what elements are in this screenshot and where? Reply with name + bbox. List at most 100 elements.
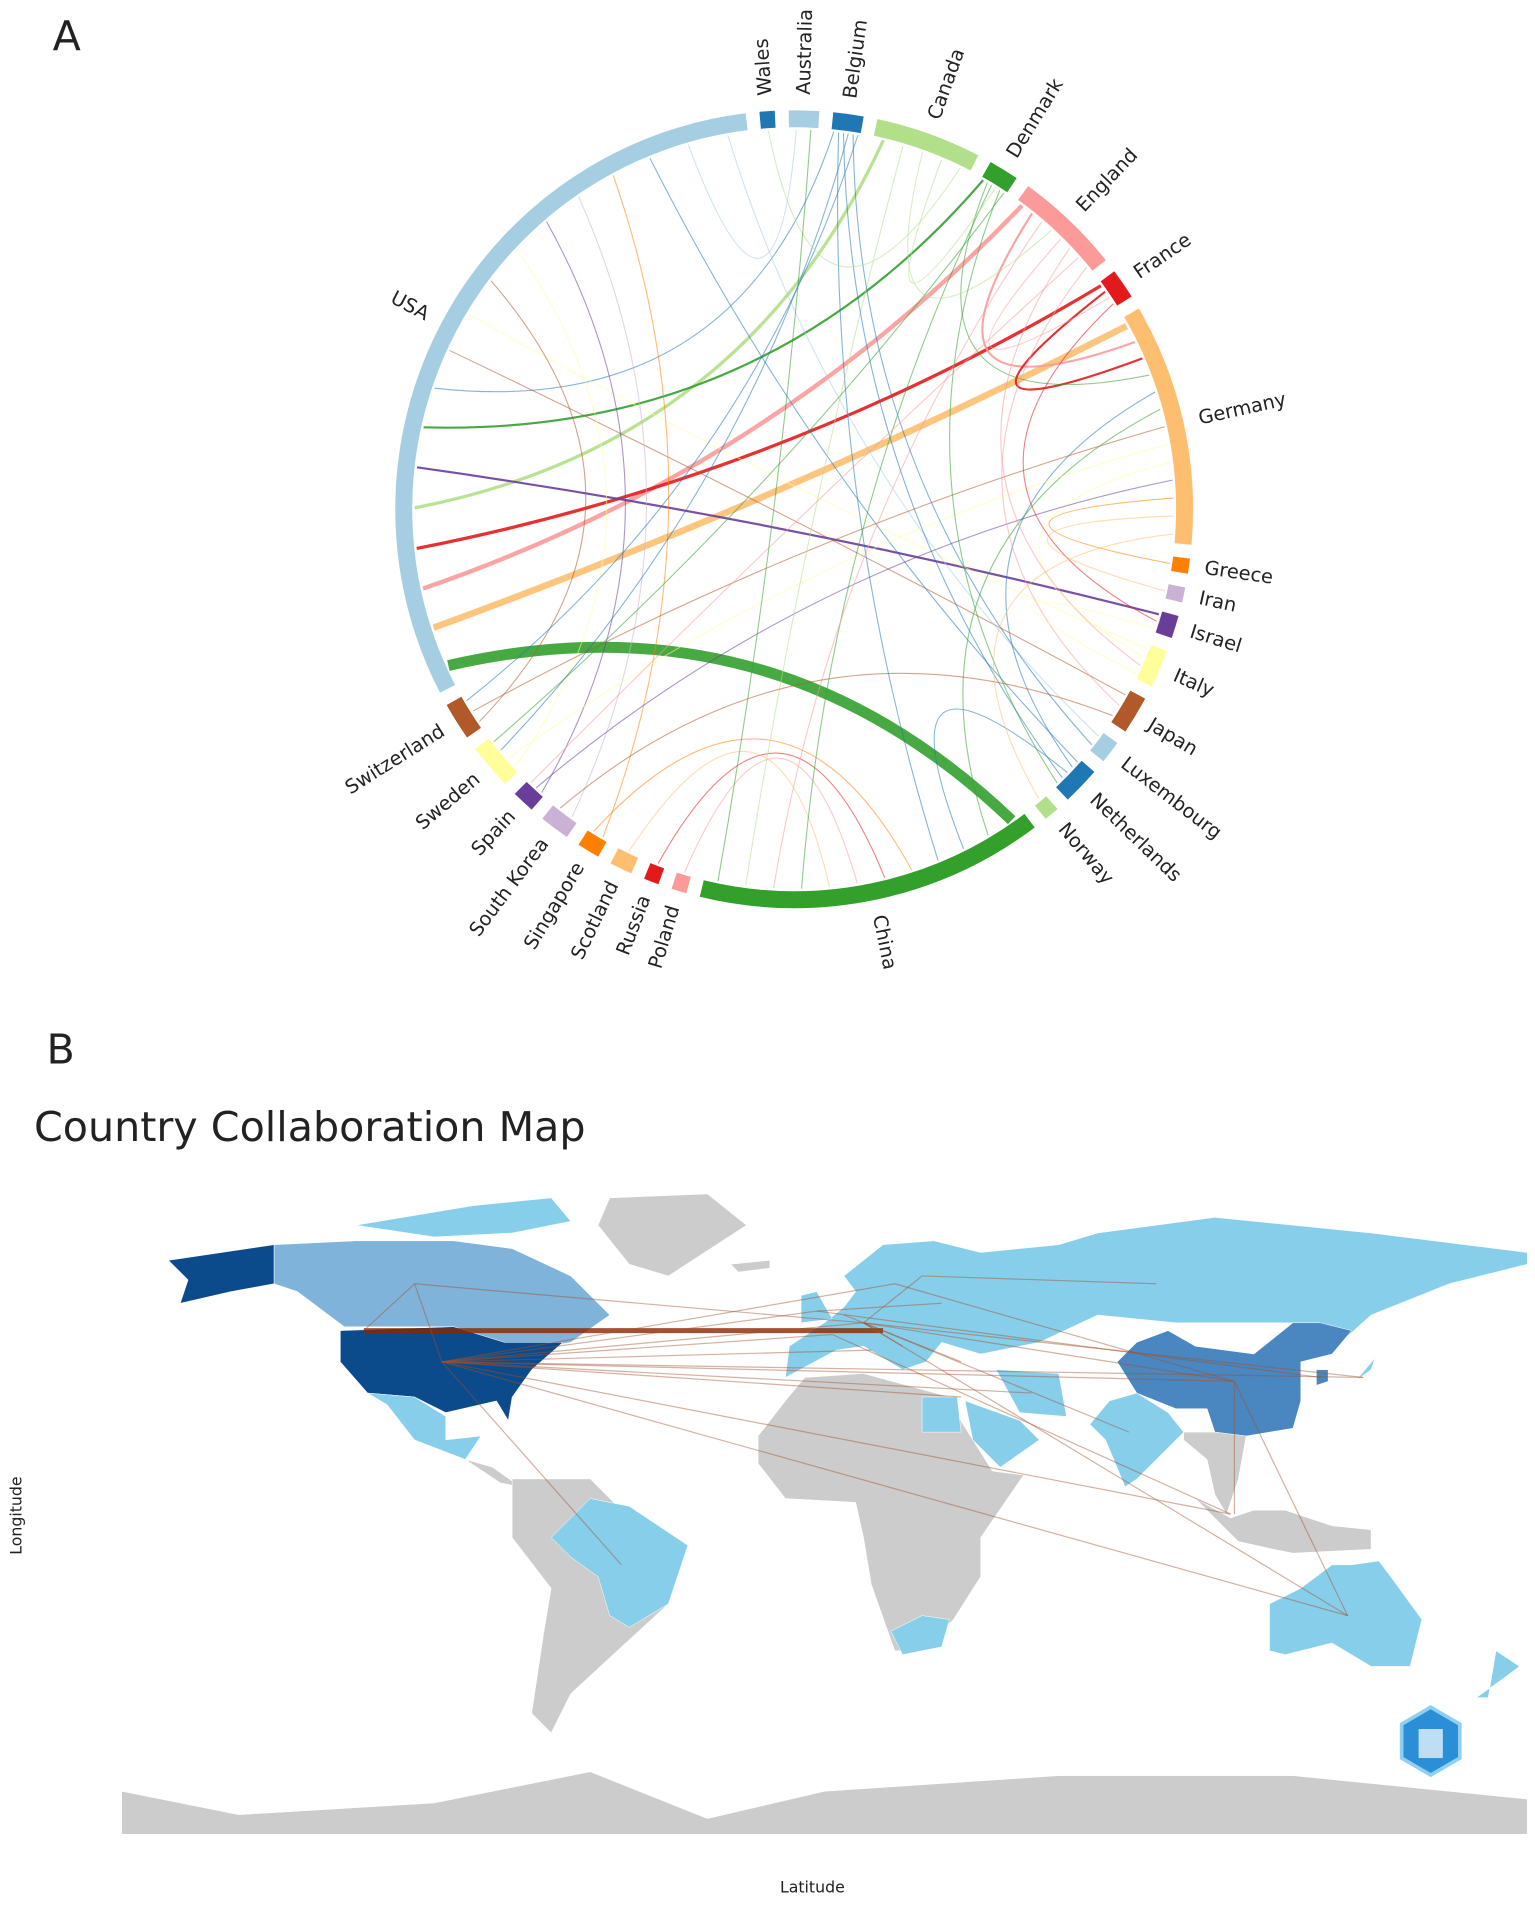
chord-link (908, 159, 997, 284)
chord-link (416, 284, 1102, 551)
chord-link (960, 182, 1150, 386)
country-arc (644, 863, 665, 885)
panel-label: B (46, 1025, 74, 1073)
logo-shape (1418, 1728, 1443, 1759)
country-label: Iran (1197, 586, 1239, 617)
country-label: Sweden (411, 767, 484, 834)
country-arc (759, 110, 776, 129)
map-title: Country Collaboration Map (34, 1103, 586, 1151)
chord-link (1048, 497, 1174, 564)
collaboration-line (442, 1362, 1032, 1393)
chord-link (472, 426, 1165, 712)
country (1332, 1346, 1379, 1397)
country-label: Italy (1170, 664, 1218, 702)
country (1316, 1370, 1328, 1386)
chord-link (468, 314, 1148, 649)
country (1184, 1432, 1246, 1514)
collaboration-line (864, 1323, 903, 1346)
country-arc (1056, 760, 1095, 800)
chord-link (949, 190, 1058, 784)
collaboration-line (832, 1335, 1230, 1515)
country (1195, 1498, 1371, 1553)
chord-link (449, 349, 1126, 696)
chord-link (842, 132, 1063, 779)
country-label: Greece (1203, 556, 1275, 589)
country-arc (475, 738, 518, 785)
chord-link (571, 196, 647, 818)
collaboration-line (1234, 1381, 1347, 1615)
collaboration-line (864, 1276, 923, 1323)
chord-link (1001, 266, 1120, 706)
country-label: Spain (466, 805, 520, 860)
country-label: Wales (750, 38, 777, 97)
chord-link (1022, 303, 1158, 622)
country (891, 1616, 950, 1655)
y-axis-label: Longitude (6, 1476, 25, 1554)
collaboration-line (364, 1284, 415, 1331)
collaboration-line (442, 1323, 864, 1362)
country (274, 1241, 610, 1354)
country (465, 1459, 520, 1486)
country-arc (1018, 186, 1106, 271)
chord-link (593, 738, 913, 871)
country-label: Switzerland (341, 719, 449, 799)
chord-link (514, 249, 608, 767)
chord-link (493, 192, 1005, 742)
country-arc (514, 781, 543, 810)
collaboration-line (817, 1303, 942, 1311)
country (1476, 1651, 1519, 1698)
collaboration-line (817, 1311, 1321, 1377)
chord-link (1000, 247, 1141, 666)
collaboration-line (442, 1362, 1363, 1378)
chord-link (422, 204, 1024, 591)
chord-link (745, 145, 904, 886)
collaboration-line (442, 1284, 895, 1362)
country (368, 1393, 481, 1459)
country-arc (610, 848, 639, 874)
country-arc (1034, 796, 1058, 819)
country-label: Canada (923, 45, 970, 122)
country-label: Norway (1054, 818, 1119, 889)
country-arc (788, 110, 820, 129)
country (1117, 1323, 1351, 1436)
country (169, 1245, 274, 1304)
country-label: China (868, 913, 902, 972)
chord-link (541, 221, 626, 793)
collaboration-line (442, 1362, 1348, 1616)
chord-link (602, 175, 670, 838)
country-arc (1124, 308, 1194, 545)
collaboration-line (442, 1362, 961, 1397)
chord-diagram: Wales Australia Belgium Canada DenmarkEnglan… (341, 9, 1288, 972)
collaboration-line (922, 1276, 1156, 1284)
collaboration-line (415, 1284, 442, 1362)
panel-label: A (53, 12, 81, 60)
country (965, 1401, 1039, 1467)
chord-link (962, 408, 1161, 836)
country (801, 1292, 832, 1323)
chord-link (837, 132, 939, 861)
chord-link (530, 257, 1079, 784)
chord-link (717, 130, 812, 882)
country-arc (395, 113, 748, 693)
country (356, 1198, 571, 1237)
chord-link (1014, 290, 1143, 391)
chord-link (988, 238, 1110, 350)
collaboration-line (864, 1323, 1364, 1378)
country-arc (1111, 690, 1146, 732)
chord-link (657, 752, 886, 878)
collaboration-lines (364, 1276, 1363, 1616)
x-axis-label: Latitude (780, 1877, 845, 1896)
chord-link (683, 757, 858, 884)
collaboration-line (844, 1315, 961, 1362)
country-label: Japan (1143, 712, 1202, 760)
chord-link (507, 443, 1169, 759)
country-arc (1155, 611, 1179, 639)
country-label: England (1071, 144, 1142, 217)
country (551, 1498, 688, 1627)
chord-link (416, 466, 1160, 616)
country-arc (982, 162, 1017, 193)
country-arc (446, 696, 482, 738)
country-arc (578, 830, 607, 857)
chord-link (773, 221, 1043, 889)
chord-link (1005, 391, 1156, 768)
